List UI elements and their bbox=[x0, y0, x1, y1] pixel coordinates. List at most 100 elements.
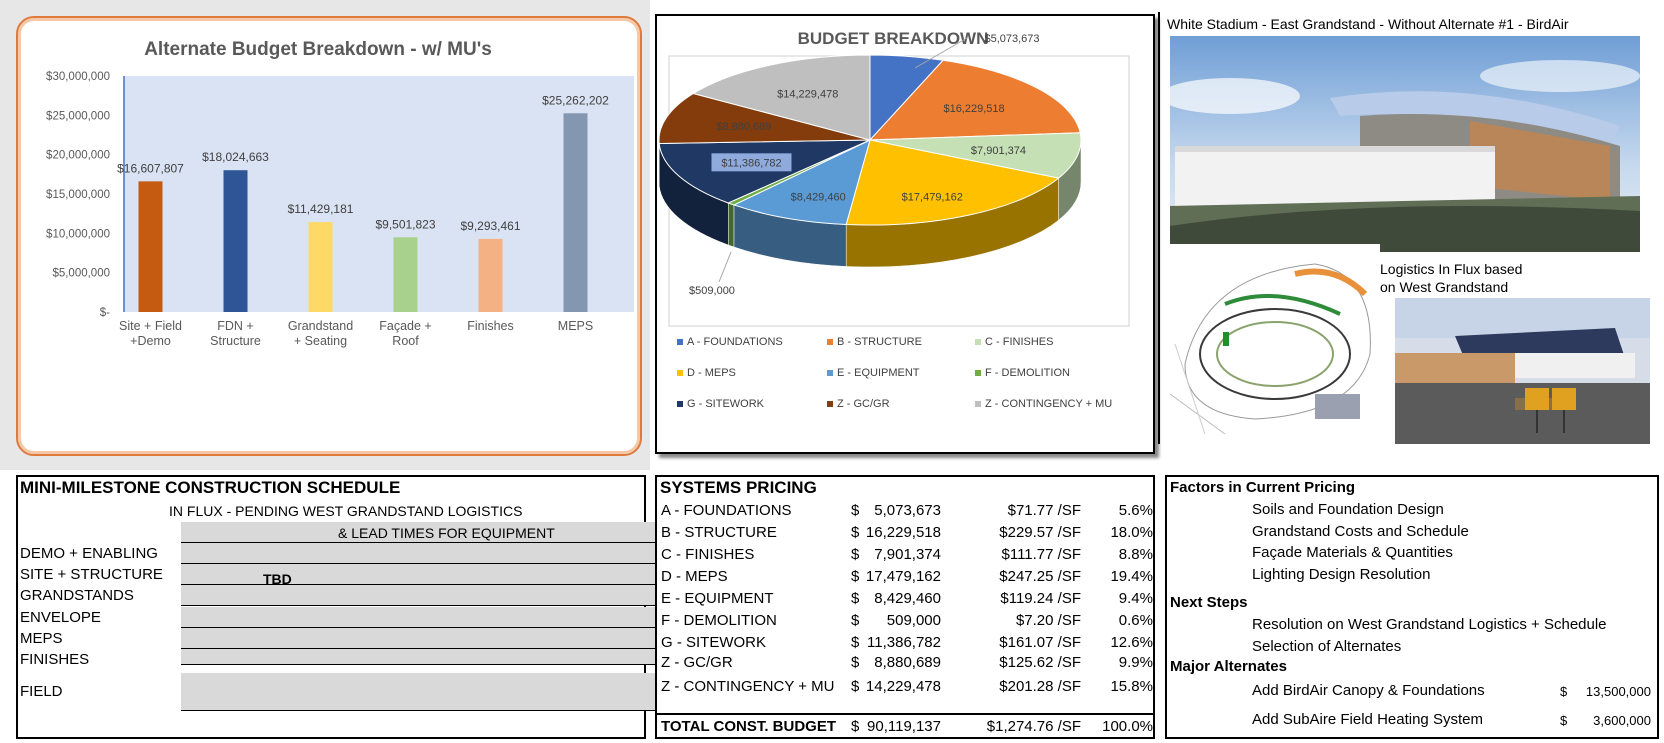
schedule-title: MINI-MILESTONE CONSTRUCTION SCHEDULE bbox=[20, 478, 401, 497]
logistics-caption-line-2: on West Grandstand bbox=[1380, 279, 1509, 295]
stadium-rendering-image bbox=[1170, 36, 1640, 252]
pie-legend-item: C - FINISHES bbox=[975, 336, 1053, 348]
systems-row: E - EQUIPMENT $8,429,460 $119.24 /SF 9.4% bbox=[661, 588, 1161, 610]
system-cost-per-sf: $111.77 /SF bbox=[1001, 546, 1082, 563]
schedule-bar bbox=[181, 607, 663, 628]
y-tick-label: $30,000,000 bbox=[46, 71, 110, 83]
system-amount: 5,073,673 bbox=[874, 502, 941, 519]
systems-row: Z - GC/GR $8,880,689 $125.62 /SF 9.9% bbox=[661, 652, 1161, 674]
legend-label: E - EQUIPMENT bbox=[837, 367, 920, 379]
x-category-label: Grandstand bbox=[288, 319, 353, 333]
x-category-label: Roof bbox=[392, 334, 419, 348]
system-percent: 0.6% bbox=[1118, 612, 1153, 629]
legend-label: G - SITEWORK bbox=[687, 398, 764, 410]
pie-slice-9[interactable] bbox=[692, 54, 871, 141]
system-name: C - FINISHES bbox=[661, 546, 755, 563]
legend-label: B - STRUCTURE bbox=[837, 336, 922, 348]
bar-4[interactable] bbox=[393, 237, 418, 312]
total-psf: $1,274.76 /SF bbox=[986, 718, 1081, 735]
system-cost-per-sf: $119.24 /SF bbox=[1000, 590, 1081, 607]
schedule-bar bbox=[181, 564, 663, 585]
y-tick-label: $5,000,000 bbox=[52, 268, 110, 280]
schedule-bar bbox=[181, 543, 663, 564]
y-tick-label: $- bbox=[100, 307, 110, 319]
x-category-label: + Seating bbox=[294, 334, 347, 348]
images-panel: White Stadium - East Grandstand - Withou… bbox=[1165, 12, 1660, 472]
x-category-label: Façade + bbox=[379, 319, 431, 333]
system-amount: 7,901,374 bbox=[874, 546, 941, 563]
x-category-label: FDN + bbox=[217, 319, 253, 333]
system-amount: 509,000 bbox=[886, 612, 941, 629]
factor-item: Lighting Design Resolution bbox=[1252, 565, 1431, 583]
system-currency: $ bbox=[851, 612, 860, 629]
system-percent: 18.0% bbox=[1110, 524, 1153, 541]
x-category-label: Structure bbox=[210, 334, 261, 348]
system-percent: 9.4% bbox=[1118, 590, 1153, 607]
factors-box: Factors in Current Pricing Soils and Fou… bbox=[1165, 475, 1659, 739]
system-name: Z - GC/GR bbox=[661, 654, 733, 671]
system-percent: 19.4% bbox=[1110, 568, 1153, 585]
systems-row: C - FINISHES $7,901,374 $111.77 /SF 8.8% bbox=[661, 544, 1161, 566]
factors-title: Factors in Current Pricing bbox=[1170, 479, 1356, 496]
bar-2[interactable] bbox=[223, 170, 248, 312]
schedule-bar bbox=[181, 628, 663, 649]
system-currency: $ bbox=[851, 546, 860, 563]
pie-legend-item: E - EQUIPMENT bbox=[827, 367, 920, 379]
pie-chart-panel[interactable]: BUDGET BREAKDOWN $5,073,673 $16,229,518 $7… bbox=[655, 14, 1155, 454]
pie-slice-8[interactable] bbox=[658, 92, 871, 144]
bar-3[interactable] bbox=[308, 222, 333, 312]
schedule-bar bbox=[181, 649, 663, 665]
pie-chart: BUDGET BREAKDOWN $5,073,673 $16,229,518 $7… bbox=[658, 29, 1130, 327]
next-step-item: Resolution on West Grandstand Logistics … bbox=[1252, 616, 1607, 633]
system-cost-per-sf: $161.07 /SF bbox=[999, 634, 1081, 651]
total-currency: $ bbox=[851, 718, 860, 735]
bar-plot-area bbox=[124, 76, 634, 312]
system-name: G - SITEWORK bbox=[661, 634, 766, 651]
system-currency: $ bbox=[851, 568, 860, 585]
column-divider bbox=[1158, 12, 1160, 444]
pie-slice-2[interactable] bbox=[868, 59, 1081, 141]
systems-row: D - MEPS $17,479,162 $247.25 /SF 19.4% bbox=[661, 566, 1161, 588]
bar-value-label: $18,024,663 bbox=[202, 150, 269, 164]
pie-legend-item: A - FOUNDATIONS bbox=[677, 336, 783, 348]
factor-item: Façade Materials & Quantities bbox=[1252, 544, 1453, 561]
pie-slice-4[interactable] bbox=[845, 139, 1060, 226]
pie-leader-line bbox=[914, 37, 968, 69]
alternate-name: Add BirdAir Canopy & Foundations bbox=[1252, 682, 1485, 699]
systems-row: G - SITEWORK $11,386,782 $161.07 /SF 12.6% bbox=[661, 632, 1161, 654]
system-cost-per-sf: $247.25 /SF bbox=[999, 568, 1081, 585]
systems-pricing-title: SYSTEMS PRICING bbox=[660, 478, 817, 497]
legend-label: F - DEMOLITION bbox=[985, 367, 1070, 379]
bar-1[interactable] bbox=[138, 181, 163, 312]
pie-slice-5[interactable] bbox=[732, 139, 871, 225]
pie-label-highlight bbox=[711, 153, 792, 172]
bar-value-label: $25,262,202 bbox=[542, 93, 609, 107]
schedule-box: MINI-MILESTONE CONSTRUCTION SCHEDULE IN … bbox=[16, 475, 663, 739]
pie-legend-item: Z - GC/GR bbox=[827, 398, 890, 410]
system-name: B - STRUCTURE bbox=[661, 524, 777, 541]
system-currency: $ bbox=[851, 524, 860, 541]
pie-value-label: $8,429,460 bbox=[791, 191, 846, 203]
system-name: E - EQUIPMENT bbox=[661, 590, 774, 607]
total-percent: 100.0% bbox=[1102, 718, 1153, 735]
pie-legend-item: D - MEPS bbox=[677, 367, 736, 379]
schedule-row-label: GRANDSTANDS bbox=[20, 587, 134, 604]
schedule-bar bbox=[181, 673, 663, 711]
y-tick-label: $20,000,000 bbox=[46, 150, 110, 162]
bar-chart-title: Alternate Budget Breakdown - w/ MU's bbox=[144, 39, 492, 60]
pie-slice-3[interactable] bbox=[869, 132, 1082, 179]
legend-label: C - FINISHES bbox=[985, 336, 1054, 348]
bar-6[interactable] bbox=[563, 113, 588, 312]
system-percent: 15.8% bbox=[1110, 678, 1153, 695]
schedule-row-label: ENVELOPE bbox=[20, 609, 101, 626]
bar-chart-card[interactable]: Alternate Budget Breakdown - w/ MU's $30… bbox=[16, 16, 642, 456]
legend-label: D - MEPS bbox=[687, 367, 736, 379]
system-amount: 17,479,162 bbox=[865, 568, 941, 585]
bar-5[interactable] bbox=[478, 238, 503, 312]
legend-swatch bbox=[975, 370, 981, 377]
x-category-label: Site + Field bbox=[119, 319, 182, 333]
system-amount: 14,229,478 bbox=[865, 678, 941, 695]
pie-leader-line bbox=[718, 251, 732, 283]
system-cost-per-sf: $71.77 /SF bbox=[1007, 502, 1081, 519]
pie-value-label: $11,386,782 bbox=[721, 157, 781, 169]
